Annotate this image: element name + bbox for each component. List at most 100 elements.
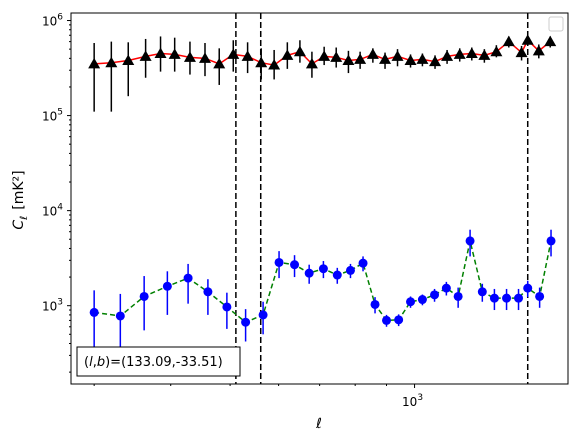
series-0-point — [255, 56, 268, 68]
y-tick-label-exp: 6 — [57, 13, 63, 23]
series-1-point — [477, 287, 487, 297]
series-0-point — [441, 50, 454, 61]
series-1-point — [274, 257, 284, 267]
annotation-b: b — [97, 355, 105, 370]
y-tick-label-exp: 5 — [57, 108, 63, 118]
svg-text:Cℓ[mK²]: Cℓ [mK²] — [11, 170, 30, 229]
y-tick-label-base: 10 — [42, 15, 57, 29]
series-0-point — [227, 48, 240, 59]
annotation-close: )=(133.09,-33.51) — [105, 355, 223, 370]
y-tick-label: 106 — [42, 13, 63, 29]
y-label-sub: ℓ — [19, 216, 30, 220]
series-0-point — [139, 50, 152, 61]
series-1-point — [115, 311, 125, 321]
series-1-point — [523, 283, 533, 293]
y-tick-label-base: 10 — [42, 300, 57, 314]
series-0-point — [515, 46, 528, 58]
series-0-point — [183, 51, 196, 62]
y-axis-label: Cℓ [mK²] — [11, 170, 30, 229]
x-tick-label: 103 — [402, 393, 423, 409]
series-1-point — [258, 310, 268, 320]
annotation-open: ( — [84, 355, 89, 370]
series-0-point — [379, 53, 392, 64]
svg-text:(l,b)=(133.09,-33.51): (l,b)=(133.09,-33.51) — [84, 355, 223, 370]
series-0-point — [268, 59, 281, 70]
x-tick-label-exp: 3 — [417, 393, 423, 403]
series-1-point — [203, 287, 213, 297]
series-0-point — [354, 53, 367, 64]
series-1-point — [441, 283, 451, 293]
x-tick-label-base: 10 — [402, 395, 417, 409]
series-1-point — [489, 293, 499, 303]
series-0-point — [88, 57, 101, 69]
series-1-point — [89, 307, 99, 317]
series-0-point — [342, 54, 355, 65]
series-0-point — [198, 52, 211, 63]
series-1-point — [546, 236, 556, 246]
series-0-point — [490, 45, 503, 57]
annotation-box: (l,b)=(133.09,-33.51) — [76, 346, 241, 377]
series-1-point — [332, 270, 342, 280]
series-0-point — [213, 57, 226, 69]
series-1-point — [370, 299, 380, 309]
y-tick-label: 105 — [42, 108, 63, 124]
x-axis-label: ℓ — [315, 416, 322, 432]
series-1-point — [514, 293, 524, 303]
y-tick-label: 104 — [42, 203, 63, 219]
series-0-point — [416, 53, 429, 64]
series-1-point — [502, 293, 512, 303]
series-1-point — [318, 264, 328, 274]
series-0-point — [429, 55, 442, 67]
series-1-point — [430, 290, 440, 300]
series-0-point — [168, 48, 181, 59]
series-1-point — [345, 265, 355, 275]
y-tick-label: 103 — [42, 298, 63, 314]
series-0-point — [521, 34, 534, 45]
series-0-point — [532, 44, 545, 56]
series-1-point — [358, 258, 368, 268]
series-1-point — [241, 317, 251, 327]
plot-area — [88, 13, 557, 384]
series-1-point — [222, 302, 232, 312]
series-0-point — [478, 49, 491, 60]
annotation-l: l — [89, 355, 93, 370]
series-0-point — [154, 47, 167, 58]
series-0-point — [281, 49, 294, 60]
series-0-point — [330, 51, 343, 62]
y-label-unit: [mK²] — [11, 170, 27, 209]
series-1-point — [394, 315, 404, 325]
series-0-point — [305, 57, 318, 69]
series-0-point — [502, 35, 515, 47]
series-1-point — [162, 281, 172, 291]
series-0-point — [293, 45, 306, 57]
series-0-point — [404, 54, 417, 65]
annotation-sep: , — [93, 355, 97, 370]
series-0-point — [453, 48, 466, 59]
series-1 — [89, 229, 556, 352]
series-0-point — [391, 50, 404, 61]
series-1-point — [417, 295, 427, 305]
y-tick-label-base: 10 — [42, 110, 57, 124]
series-1-point — [465, 236, 475, 246]
series-1-point — [406, 297, 416, 307]
y-tick-label-exp: 4 — [57, 203, 63, 213]
y-label-main: C — [11, 220, 27, 230]
series-0-point — [318, 50, 331, 61]
series-1-point — [453, 291, 463, 301]
y-tick-label-exp: 3 — [57, 298, 63, 308]
series-1-point — [382, 315, 392, 325]
series-0-point — [105, 56, 118, 68]
series-1-point — [535, 291, 545, 301]
series-0-point — [544, 35, 557, 47]
y-tick-label-base: 10 — [42, 205, 57, 219]
series-0-point — [122, 54, 135, 65]
series-0-point — [241, 50, 254, 61]
series-0-point — [366, 48, 379, 59]
series-1-point — [290, 260, 300, 270]
series-0-point — [465, 47, 478, 58]
legend-box — [548, 16, 564, 32]
series-1-point — [183, 273, 193, 283]
series-0 — [88, 34, 557, 112]
